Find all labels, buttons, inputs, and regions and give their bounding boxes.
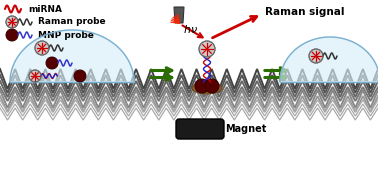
Circle shape — [309, 49, 323, 63]
FancyBboxPatch shape — [176, 119, 224, 139]
Text: MNP probe: MNP probe — [38, 31, 94, 40]
Ellipse shape — [192, 82, 222, 94]
Text: miRNA: miRNA — [28, 4, 62, 13]
Polygon shape — [10, 30, 134, 82]
Text: Raman signal: Raman signal — [265, 7, 344, 17]
Circle shape — [195, 79, 209, 93]
Circle shape — [35, 41, 49, 55]
Circle shape — [74, 70, 86, 82]
Polygon shape — [174, 7, 184, 23]
Polygon shape — [280, 37, 378, 82]
Circle shape — [199, 41, 215, 57]
Circle shape — [6, 29, 18, 41]
Text: $h\nu$: $h\nu$ — [183, 23, 198, 35]
Circle shape — [205, 79, 219, 93]
Text: Raman probe: Raman probe — [38, 17, 105, 26]
Circle shape — [6, 16, 18, 28]
Text: Magnet: Magnet — [225, 124, 266, 134]
Circle shape — [46, 57, 58, 69]
Circle shape — [29, 70, 41, 82]
